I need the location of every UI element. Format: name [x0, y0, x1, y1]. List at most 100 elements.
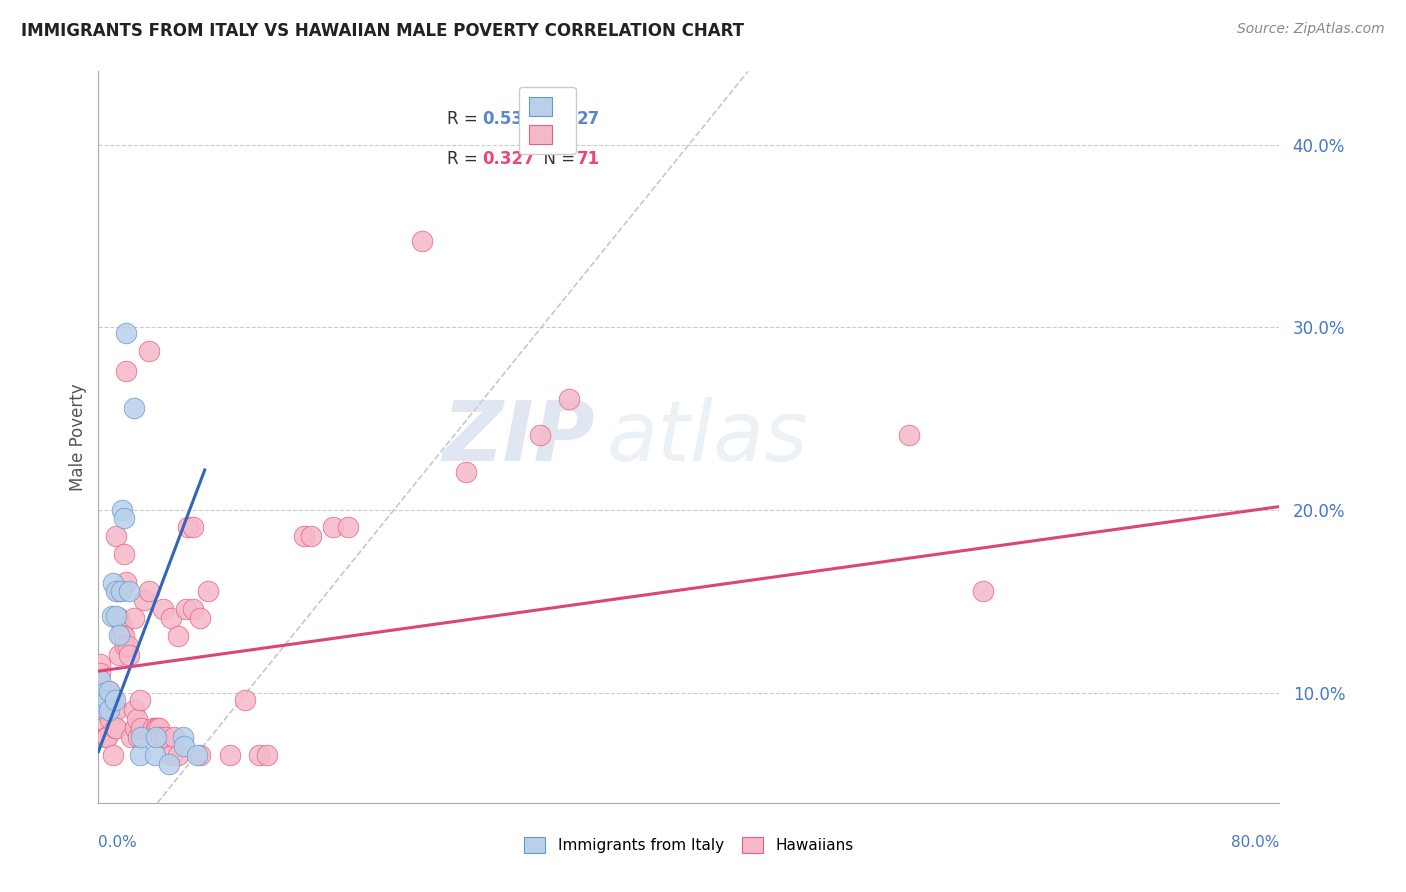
Point	[181, 519, 204, 533]
Point	[105, 529, 128, 543]
Point	[105, 583, 128, 598]
Point	[97, 684, 120, 698]
Text: N =: N =	[533, 150, 581, 168]
Point	[138, 344, 160, 359]
Text: N =: N =	[533, 110, 581, 128]
Point	[292, 529, 315, 543]
Point	[322, 519, 344, 533]
Point	[177, 519, 200, 533]
Point	[247, 748, 270, 763]
Point	[167, 629, 190, 643]
Point	[897, 428, 920, 442]
Text: ZIP: ZIP	[441, 397, 595, 477]
Point	[122, 401, 145, 415]
Point	[105, 721, 128, 735]
Point	[110, 629, 132, 643]
Point	[89, 657, 111, 671]
Point	[174, 602, 197, 616]
Point	[104, 721, 127, 735]
Point	[100, 609, 122, 624]
Point	[115, 574, 138, 589]
Point	[97, 684, 120, 698]
Point	[256, 748, 278, 763]
Text: 27: 27	[576, 110, 600, 128]
Point	[103, 693, 125, 707]
Point	[411, 235, 433, 249]
Point	[89, 695, 111, 709]
Point	[118, 648, 141, 662]
Point	[128, 748, 150, 763]
Point	[120, 730, 142, 744]
Point	[89, 712, 111, 726]
Point	[96, 730, 118, 744]
Point	[972, 583, 994, 598]
Point	[93, 686, 115, 700]
Point	[188, 748, 211, 763]
Point	[98, 712, 121, 726]
Point	[112, 547, 135, 561]
Point	[558, 392, 581, 406]
Point	[173, 739, 195, 753]
Point	[336, 519, 359, 533]
Point	[89, 673, 111, 688]
Point	[146, 721, 169, 735]
Point	[134, 592, 156, 607]
Point	[117, 639, 139, 653]
Text: 0.532: 0.532	[482, 110, 534, 128]
Point	[104, 693, 127, 707]
Point	[108, 627, 131, 641]
Text: IMMIGRANTS FROM ITALY VS HAWAIIAN MALE POVERTY CORRELATION CHART: IMMIGRANTS FROM ITALY VS HAWAIIAN MALE P…	[21, 22, 744, 40]
Text: 80.0%: 80.0%	[1232, 836, 1279, 850]
Point	[112, 510, 135, 524]
Point	[138, 583, 160, 598]
Point	[233, 693, 256, 707]
Point	[188, 611, 211, 625]
Point	[299, 529, 322, 543]
Point	[197, 583, 219, 598]
Point	[97, 702, 120, 716]
Point	[149, 730, 172, 744]
Point	[118, 583, 141, 598]
Point	[108, 611, 131, 625]
Point	[127, 730, 149, 744]
Point	[122, 611, 145, 625]
Point	[107, 583, 129, 598]
Point	[115, 326, 138, 340]
Point	[167, 748, 190, 763]
Point	[145, 730, 167, 744]
Point	[163, 730, 186, 744]
Point	[111, 503, 134, 517]
Legend: , : ,	[519, 87, 575, 153]
Point	[124, 721, 146, 735]
Point	[91, 702, 114, 716]
Point	[142, 721, 165, 735]
Point	[181, 602, 204, 616]
Point	[96, 693, 118, 707]
Point	[162, 748, 183, 763]
Point	[114, 639, 136, 653]
Point	[103, 576, 125, 591]
Text: 0.327: 0.327	[482, 150, 536, 168]
Point	[105, 702, 128, 716]
Point	[111, 620, 134, 634]
Text: 71: 71	[576, 150, 600, 168]
Point	[159, 611, 181, 625]
Point	[108, 648, 131, 662]
Point	[94, 730, 117, 744]
Point	[125, 712, 148, 726]
Text: Source: ZipAtlas.com: Source: ZipAtlas.com	[1237, 22, 1385, 37]
Point	[454, 465, 477, 479]
Point	[172, 730, 194, 744]
Point	[89, 665, 111, 680]
Point	[103, 748, 125, 763]
Text: R =: R =	[447, 110, 482, 128]
Point	[129, 730, 152, 744]
Point	[148, 721, 170, 735]
Point	[93, 700, 115, 714]
Point	[186, 748, 208, 763]
Point	[143, 748, 166, 763]
Point	[105, 609, 128, 624]
Legend: Immigrants from Italy, Hawaiians: Immigrants from Italy, Hawaiians	[517, 831, 860, 859]
Point	[128, 693, 150, 707]
Point	[129, 721, 152, 735]
